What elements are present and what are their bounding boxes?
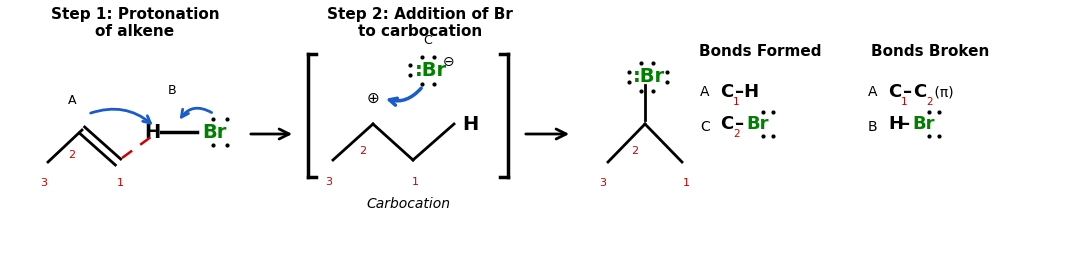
FancyArrowPatch shape xyxy=(181,108,211,117)
Text: –: – xyxy=(903,83,912,101)
Text: 3: 3 xyxy=(40,178,48,188)
Text: A: A xyxy=(700,85,710,99)
Text: C: C xyxy=(720,115,733,133)
Text: 1: 1 xyxy=(683,178,689,188)
Text: H: H xyxy=(462,114,478,134)
Text: 2: 2 xyxy=(632,146,638,156)
Text: C: C xyxy=(700,120,710,134)
Text: A: A xyxy=(868,85,878,99)
Text: Br: Br xyxy=(912,115,934,133)
Text: Br: Br xyxy=(746,115,769,133)
Text: –: – xyxy=(901,115,911,133)
Text: 3: 3 xyxy=(599,178,607,188)
Text: –: – xyxy=(735,115,744,133)
Text: 3: 3 xyxy=(325,177,333,187)
Text: 1: 1 xyxy=(901,97,907,107)
Text: ⊕: ⊕ xyxy=(366,91,379,106)
FancyArrowPatch shape xyxy=(91,109,151,123)
Text: 2: 2 xyxy=(926,97,932,107)
Text: H: H xyxy=(888,115,903,133)
Text: :Br: :Br xyxy=(633,68,666,86)
Text: C: C xyxy=(720,83,733,101)
Text: Bonds Formed: Bonds Formed xyxy=(699,45,822,59)
Text: 2: 2 xyxy=(733,129,739,139)
Text: B: B xyxy=(868,120,878,134)
Text: Bonds Broken: Bonds Broken xyxy=(870,45,990,59)
Text: 1: 1 xyxy=(116,178,124,188)
Text: H: H xyxy=(145,123,162,141)
Text: –H: –H xyxy=(735,83,759,101)
Text: A: A xyxy=(67,94,76,106)
Text: 1: 1 xyxy=(412,177,418,187)
FancyArrowPatch shape xyxy=(526,129,566,139)
Text: (π): (π) xyxy=(930,85,954,99)
Text: Step 1: Protonation
of alkene: Step 1: Protonation of alkene xyxy=(51,7,219,39)
FancyArrowPatch shape xyxy=(250,129,289,139)
FancyArrowPatch shape xyxy=(389,88,422,105)
Text: C: C xyxy=(888,83,901,101)
Text: 1: 1 xyxy=(733,97,739,107)
Text: C: C xyxy=(424,34,433,46)
Text: ⊖: ⊖ xyxy=(443,55,454,69)
Text: Carbocation: Carbocation xyxy=(366,197,450,211)
Text: C: C xyxy=(913,83,926,101)
Text: B: B xyxy=(168,84,177,96)
Text: :Br: :Br xyxy=(415,61,447,79)
Text: 2: 2 xyxy=(360,146,366,156)
Text: Br: Br xyxy=(202,123,227,141)
Text: 2: 2 xyxy=(68,150,76,160)
Text: Step 2: Addition of Br
to carbocation: Step 2: Addition of Br to carbocation xyxy=(327,7,513,39)
